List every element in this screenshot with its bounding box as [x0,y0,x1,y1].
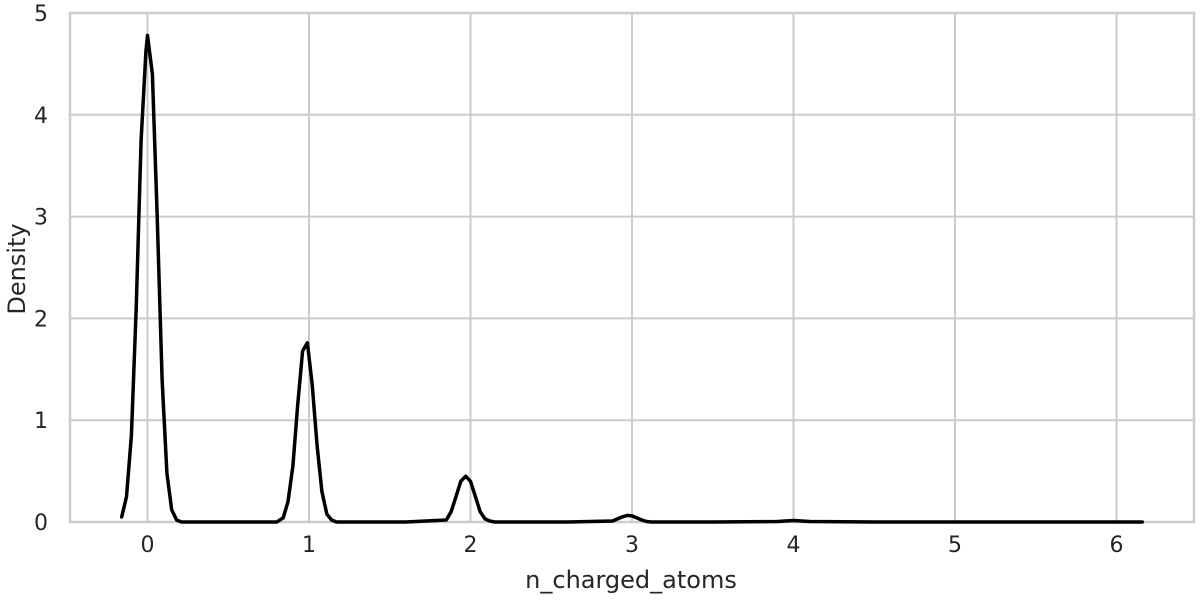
x-tick-label: 6 [1109,533,1123,558]
y-tick-label: 2 [34,307,48,332]
x-ticks: 0 1 2 3 4 5 6 [141,533,1124,558]
grid [70,12,1194,523]
x-tick-label: 1 [302,533,316,558]
y-axis-label: Density [3,223,31,314]
plot-area [119,33,1145,524]
y-tick-label: 1 [34,409,48,434]
axes-border [68,11,1196,524]
density-curve [119,33,1145,524]
y-ticks: 0 1 2 3 4 5 [34,2,48,536]
x-tick-label: 5 [948,533,962,558]
y-tick-label: 3 [34,206,48,231]
x-tick-label: 3 [625,533,639,558]
x-tick-label: 4 [786,533,800,558]
x-axis-label: n_charged_atoms [525,566,737,594]
y-tick-label: 5 [34,2,48,27]
x-tick-label: 0 [141,533,155,558]
y-tick-label: 4 [34,104,48,129]
axes-frame [68,11,1196,524]
y-tick-label: 0 [34,511,48,536]
x-tick-label: 2 [464,533,478,558]
